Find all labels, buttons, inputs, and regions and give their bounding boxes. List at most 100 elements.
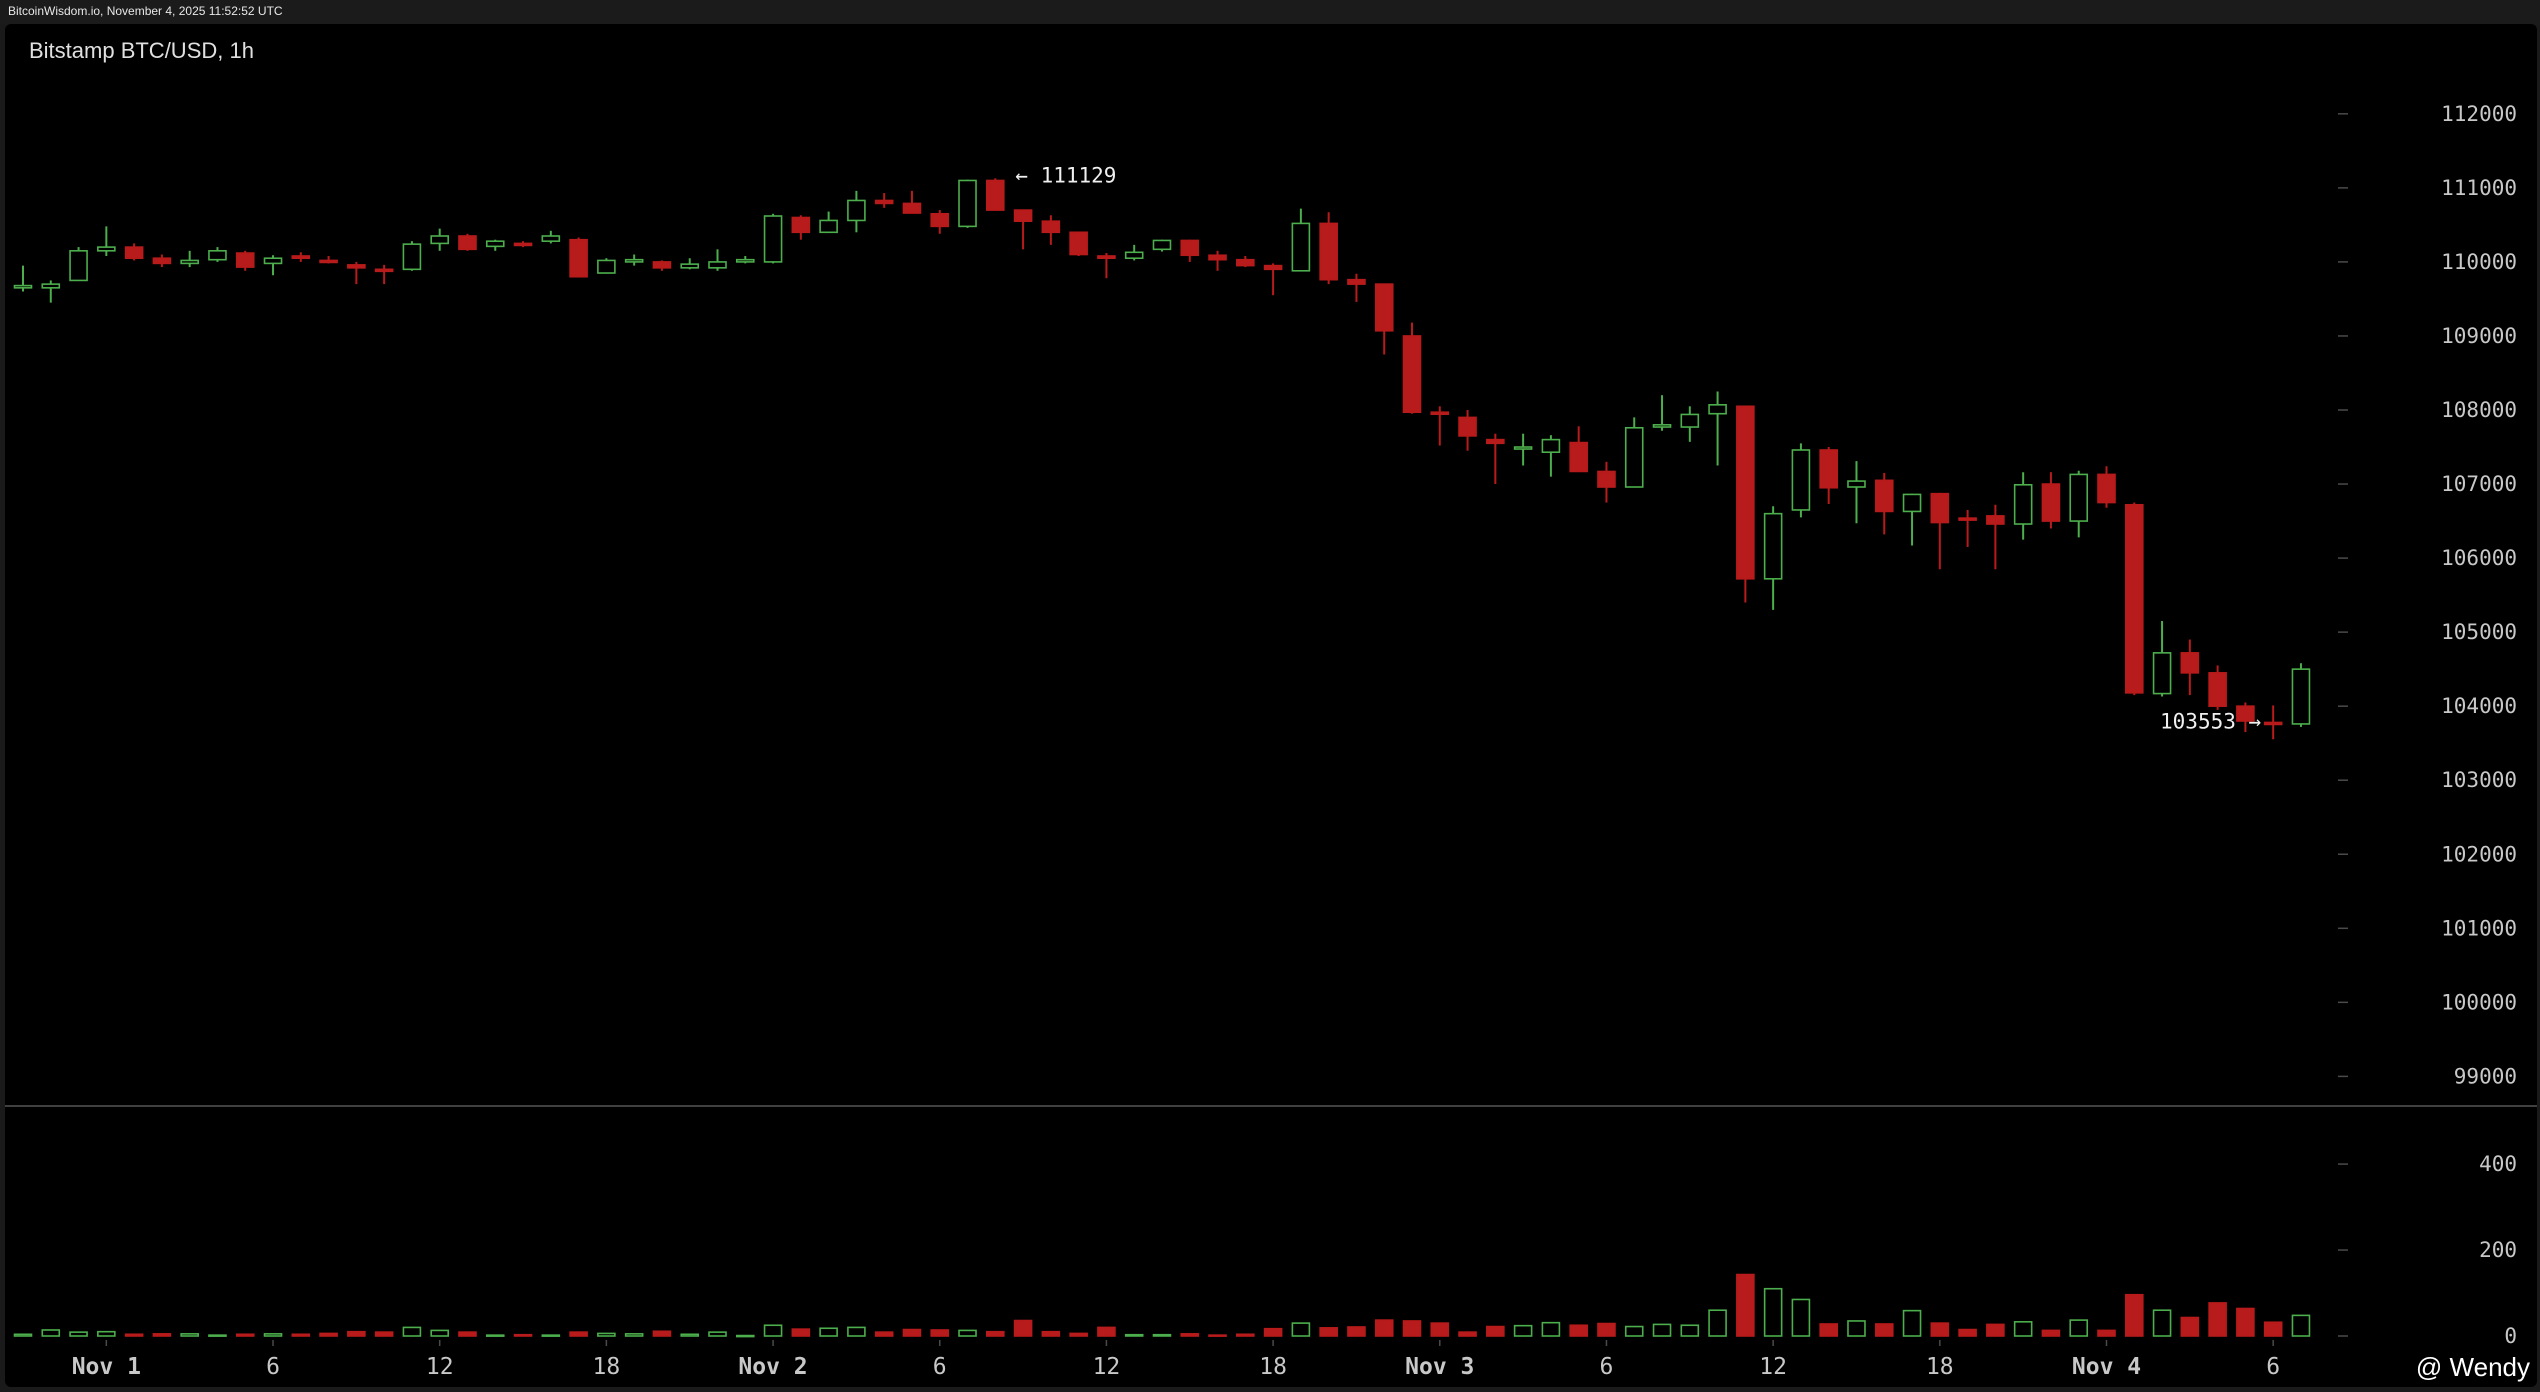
volume-bar [1624,1325,1644,1337]
chart-panel: Bitstamp BTC/USD, 1h 112000 111000 110000 10… [5,24,2537,1387]
candle-body [2263,721,2283,726]
candle-body [1319,222,1338,281]
candle-body [1097,255,1116,260]
volume-bar [1874,1323,1894,1337]
candle-body [2236,705,2255,722]
volume-bar [208,1334,227,1337]
candle-body [569,238,588,278]
candle-body [374,268,394,273]
volume-bar [1569,1324,1588,1337]
volume-bar [1736,1273,1755,1337]
candle-body [985,179,1005,211]
candle-body [430,235,450,245]
candle-body [958,179,977,228]
volume-bar [597,1332,616,1337]
volume-bar [1791,1298,1811,1337]
volume-bar [1597,1322,1616,1337]
volume-bar [485,1334,505,1337]
candle-body [1430,411,1450,416]
candle-body [41,283,61,289]
candle-body [2069,473,2089,522]
volume-bar [985,1330,1005,1337]
volume-bar [97,1330,116,1337]
volume-bar [1097,1326,1116,1337]
volume-bar [847,1326,866,1337]
price-tick-label: 107000 [2441,472,2517,496]
price-tick-label: 100000 [2441,990,2517,1014]
candle-body [1763,512,1783,580]
volume-bar [1069,1332,1088,1337]
volume-bar [1124,1333,1144,1337]
candle-body [680,263,700,269]
price-tick-label: 102000 [2441,842,2517,866]
candle-body [1624,426,1644,488]
candle-body [1263,264,1283,271]
candle-body [485,240,505,248]
candlestick-chart[interactable]: Bitstamp BTC/USD, 1h 112000 111000 110000 10… [5,24,2537,1387]
candle-body [1013,209,1033,222]
price-tick-label: 99000 [2454,1064,2517,1088]
candle-body [347,264,366,269]
volume-bar [735,1334,755,1338]
candle-body [2097,473,2116,504]
time-tick-label: 18 [1926,1354,1954,1380]
high-annotation: ← 111129 [1015,163,1116,187]
candle-body [2152,652,2172,695]
candle-body [1930,492,1950,524]
volume-bar [402,1326,422,1337]
volume-bar [458,1331,477,1337]
time-tick-label: 6 [933,1354,947,1380]
volume-bar [41,1329,61,1337]
volume-bar [1236,1333,1255,1337]
volume-bar [902,1328,922,1337]
volume-bar [347,1330,366,1337]
volume-bar [513,1333,533,1337]
candle-body [235,252,255,268]
volume-bar [1402,1320,1422,1337]
volume-bar [569,1331,588,1337]
top-bar: BitcoinWisdom.io, November 4, 2025 11:52… [0,0,2540,24]
volume-bar [624,1333,644,1337]
volume-bar [430,1329,450,1337]
candle-body [597,259,616,274]
time-tick-label: 6 [266,1354,280,1380]
candle-body [1208,254,1227,261]
candle-body [930,212,950,228]
volume-bar [1847,1320,1866,1337]
volume-bar [69,1331,88,1337]
time-tick-label: 12 [1759,1354,1787,1380]
volume-bar [2013,1321,2033,1337]
volume-bar [2097,1329,2116,1337]
candle-body [1541,438,1561,454]
time-tick-label: 18 [1259,1354,1287,1380]
price-tick-label: 112000 [2441,102,2517,126]
candle-body [1986,515,2005,525]
candle-body [513,242,533,247]
candle-body [819,219,838,234]
candle-body [1374,283,1394,332]
candle-body [1180,239,1200,257]
candle-body [1041,220,1061,234]
candle-body [847,199,866,222]
candle-body [874,199,894,205]
volume-bar [1208,1334,1227,1337]
volume-bar [2208,1302,2227,1337]
chart-title: Bitstamp BTC/USD, 1h [29,38,254,63]
candle-body [1458,416,1477,437]
price-tick-label: 105000 [2441,620,2517,644]
volume-bar [2041,1329,2061,1337]
candle-body [13,284,33,289]
candle-body [1958,517,1977,521]
volume-bar [319,1332,338,1337]
candle-body [458,235,477,251]
candle-body [208,250,227,261]
time-tick-label: 12 [1093,1354,1121,1380]
volume-bar [541,1334,561,1337]
volume-bar [1347,1326,1366,1337]
price-tick-label: 101000 [2441,916,2517,940]
candle-body [97,246,116,252]
volume-bar [235,1333,255,1337]
candle-body [152,257,172,265]
volume-bar [1958,1328,1977,1337]
price-tick-label: 110000 [2441,250,2517,274]
